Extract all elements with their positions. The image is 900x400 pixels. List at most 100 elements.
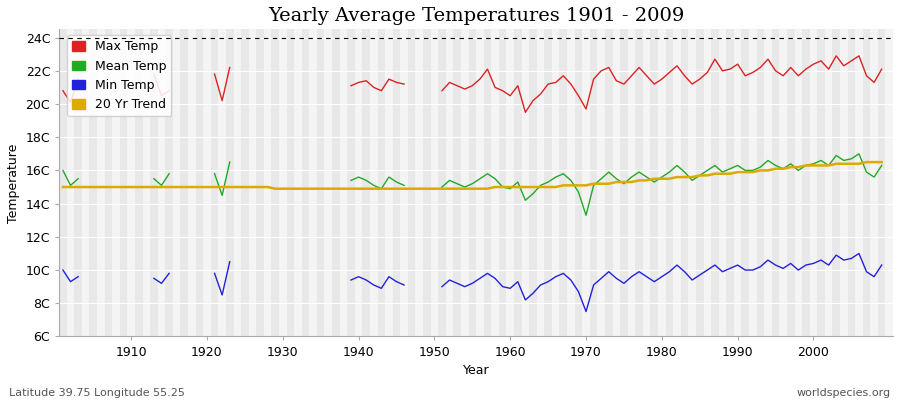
Bar [416,29,423,336]
Bar [317,29,325,336]
Bar [627,29,635,336]
Bar [438,29,446,336]
Bar [620,29,627,336]
Bar [370,29,378,336]
Bar [795,29,802,336]
Bar [272,29,279,336]
Bar [461,29,469,336]
Bar [89,29,97,336]
Bar [499,29,507,336]
Bar [104,29,112,336]
Bar [855,29,863,336]
Bar [355,29,363,336]
Bar [575,29,582,336]
Bar [128,29,135,336]
Bar [385,29,392,336]
Bar [59,29,67,336]
Bar [219,29,226,336]
Bar [226,29,233,336]
Bar [643,29,651,336]
Bar [507,29,514,336]
Bar [848,29,855,336]
Bar [696,29,704,336]
Bar [211,29,219,336]
Bar [310,29,317,336]
Bar [332,29,339,336]
Bar [824,29,832,336]
Bar [339,29,347,336]
Bar [711,29,719,336]
Bar [286,29,294,336]
Bar [544,29,552,336]
Bar [567,29,575,336]
Bar [658,29,666,336]
Bar [248,29,256,336]
Bar [142,29,150,336]
Bar [264,29,272,336]
Bar [476,29,483,336]
Bar [302,29,310,336]
Bar [180,29,188,336]
Bar [325,29,332,336]
Bar [598,29,605,336]
Bar [491,29,499,336]
Bar [203,29,211,336]
Bar [392,29,400,336]
Bar [75,29,82,336]
Bar [863,29,870,336]
Bar [832,29,840,336]
Bar [688,29,696,336]
Bar [635,29,643,336]
Bar [529,29,536,336]
Bar [82,29,89,336]
Bar [742,29,749,336]
Bar [150,29,158,336]
Bar [120,29,128,336]
Text: Latitude 39.75 Longitude 55.25: Latitude 39.75 Longitude 55.25 [9,388,184,398]
Bar [802,29,810,336]
Bar [446,29,454,336]
Bar [158,29,166,336]
Bar [514,29,522,336]
Bar [779,29,787,336]
Bar [673,29,680,336]
Bar [233,29,241,336]
Bar [166,29,173,336]
Bar [294,29,302,336]
Bar [97,29,104,336]
Bar [605,29,613,336]
Bar [870,29,878,336]
Bar [423,29,430,336]
Bar [67,29,75,336]
Bar [680,29,688,336]
Text: worldspecies.org: worldspecies.org [796,388,891,398]
Bar [552,29,560,336]
Bar [347,29,355,336]
Bar [522,29,529,336]
Bar [536,29,544,336]
Bar [719,29,726,336]
Bar [483,29,491,336]
Bar [112,29,120,336]
Bar [666,29,673,336]
Bar [749,29,757,336]
Bar [590,29,598,336]
Bar [363,29,370,336]
Bar [469,29,476,336]
Bar [408,29,416,336]
Bar [886,29,893,336]
Bar [764,29,772,336]
Bar [173,29,180,336]
Bar [787,29,795,336]
Bar [279,29,286,336]
Bar [726,29,734,336]
Bar [430,29,438,336]
Bar [840,29,848,336]
Bar [757,29,764,336]
Bar [878,29,886,336]
Bar [772,29,779,336]
Bar [195,29,203,336]
Bar [560,29,567,336]
Bar [613,29,620,336]
Bar [378,29,385,336]
